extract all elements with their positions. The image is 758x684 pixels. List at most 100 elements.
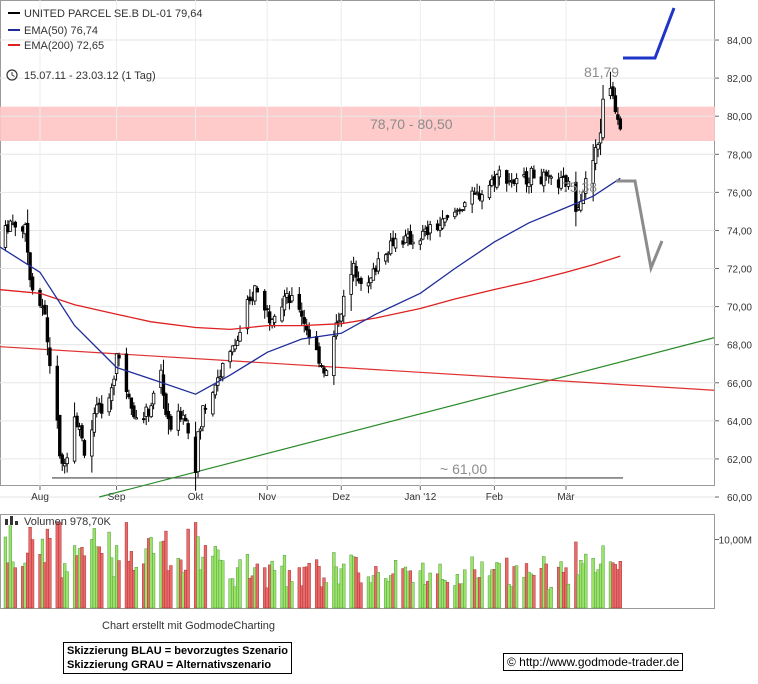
candle-down — [203, 407, 208, 410]
volume-bar — [584, 553, 588, 609]
candle-down — [307, 329, 311, 339]
candle-up — [290, 295, 294, 302]
candle-down — [445, 215, 450, 218]
resistance-trend-line — [0, 346, 715, 391]
volume-bar — [65, 571, 69, 609]
y-tick-label: 82,00 — [727, 74, 752, 85]
candle-up — [211, 392, 215, 415]
support-label: ~ 61,00 — [440, 461, 487, 477]
candle-up — [495, 174, 499, 188]
copyright-link[interactable]: © http://www.godmode-trader.de — [503, 653, 684, 671]
candle-up — [487, 184, 492, 199]
candle-up — [90, 429, 94, 457]
candle-down — [117, 355, 121, 359]
legend-series-marker — [8, 12, 20, 14]
y-tick-label: 68,00 — [727, 341, 752, 352]
legend-ema200: EMA(200) 72,65 — [24, 40, 104, 52]
date-range: 15.07.11 - 23.03.12 (1 Tag) — [24, 70, 156, 82]
volume-bar — [532, 575, 536, 609]
candle-up — [233, 344, 237, 350]
volume-bar — [376, 572, 380, 609]
candle-up — [460, 209, 464, 211]
volume-bars — [3, 522, 622, 609]
clock-icon — [6, 69, 18, 81]
candle-up — [349, 273, 353, 295]
y-tick-label: 64,00 — [727, 417, 752, 428]
candle-down — [319, 365, 324, 367]
candle-down — [532, 169, 536, 179]
chart-credit: Chart erstellt mit GodmodeCharting — [102, 620, 275, 632]
candle-up — [181, 414, 185, 420]
legend-ema200-marker — [8, 44, 20, 46]
candle-down — [472, 193, 477, 195]
candle-up — [366, 282, 371, 287]
volume-bar — [359, 582, 363, 609]
y-tick-label: 84,00 — [727, 36, 752, 47]
candle-down — [359, 277, 363, 284]
candle-up — [280, 306, 284, 322]
candle-up — [253, 285, 257, 302]
candle-up — [376, 258, 381, 272]
high-label: 81,79 — [584, 64, 619, 80]
candle-up — [591, 160, 595, 184]
candle-down — [142, 418, 146, 421]
volume-bar — [497, 563, 501, 609]
volume-bar — [342, 563, 346, 609]
candle-down — [263, 290, 267, 311]
y-tick-label: 78,00 — [727, 150, 752, 161]
volume-bar — [169, 565, 173, 609]
candle-down — [524, 171, 529, 185]
candle-down — [255, 287, 260, 293]
candle-up — [584, 178, 588, 194]
volume-legend: Volumen 978,70K — [5, 516, 112, 528]
volume-bar — [151, 553, 156, 609]
low-label: 75,38 — [562, 179, 597, 195]
time-axis: Aug Sep Okt Nov Dez Jan '12 Feb Mär — [31, 486, 575, 503]
volume-bar — [203, 545, 208, 609]
x-tick-label: Jan '12 — [404, 492, 436, 503]
candle-down — [164, 393, 168, 415]
price-candles — [3, 71, 623, 491]
blue-scenario-sketch — [623, 7, 676, 60]
x-tick-label: Aug — [31, 492, 49, 503]
candle-up — [114, 353, 119, 374]
candle-up — [228, 351, 232, 363]
candle-up — [453, 211, 457, 218]
candle-up — [176, 410, 180, 431]
candle-up — [542, 171, 546, 187]
volume-bar — [48, 538, 52, 609]
candle-down — [30, 276, 35, 291]
candle-down — [48, 347, 52, 367]
candle-up — [475, 191, 479, 194]
candle-down — [80, 425, 84, 439]
volume-bar — [428, 572, 432, 609]
candle-down — [302, 317, 306, 324]
candle-up — [324, 370, 329, 376]
candle-up — [196, 431, 200, 473]
volume-bar — [82, 555, 87, 609]
legend-blue-scenario: Skizzierung BLAU = bevorzugtes Szenario — [67, 645, 288, 657]
candle-up — [371, 268, 376, 281]
candle-up — [480, 194, 484, 202]
candle-down — [611, 86, 615, 97]
x-tick-label: Mär — [557, 492, 575, 503]
y-tick-label: 62,00 — [727, 455, 752, 466]
y-tick-label: 74,00 — [727, 226, 752, 237]
volume-icon-bar1 — [5, 519, 8, 525]
volume-bar — [13, 567, 17, 609]
volume-panel-frame — [0, 514, 715, 609]
candle-down — [82, 440, 87, 456]
candle-up — [549, 176, 553, 179]
volume-bar — [164, 530, 168, 609]
candle-up — [221, 363, 225, 378]
candle-up — [218, 376, 222, 379]
candle-down — [317, 346, 321, 364]
y-tick-label: 76,00 — [727, 188, 752, 199]
candle-up — [384, 254, 388, 262]
candle-up — [514, 178, 519, 185]
volume-bar — [324, 582, 329, 609]
volume-bar — [618, 561, 622, 609]
x-tick-label: Feb — [486, 492, 504, 503]
candle-down — [58, 414, 62, 457]
candle-up — [65, 457, 69, 465]
